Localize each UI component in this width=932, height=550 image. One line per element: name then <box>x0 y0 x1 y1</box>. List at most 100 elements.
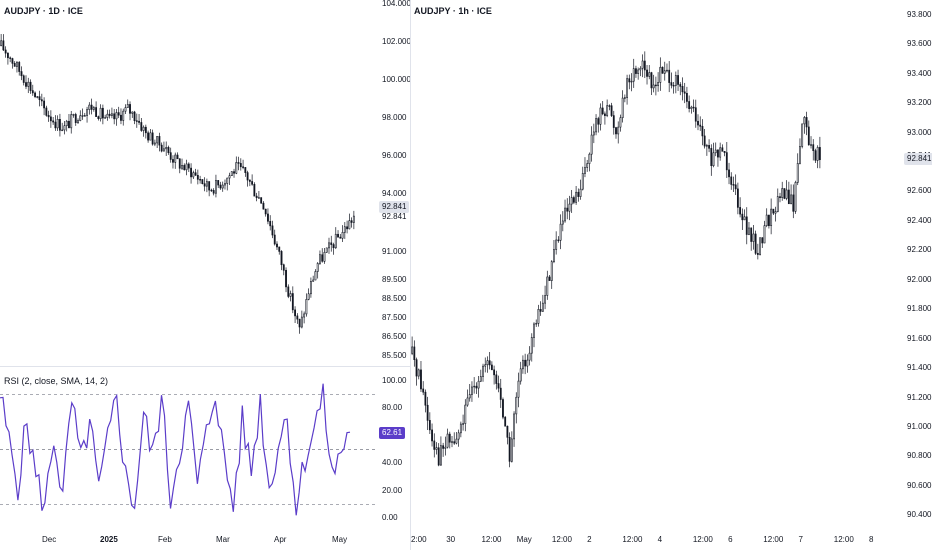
left-candle <box>269 215 272 231</box>
left-chart-title: AUDJPY · 1D · ICE <box>4 6 83 16</box>
left-candle <box>300 310 303 329</box>
left-candle <box>257 191 260 199</box>
right-candle <box>544 285 546 310</box>
right-candle <box>763 220 766 244</box>
left-candle <box>303 311 306 324</box>
right-candle <box>428 412 431 434</box>
left-candle <box>230 171 233 177</box>
left-candle <box>27 77 30 94</box>
left-candle <box>178 158 181 174</box>
left-candle <box>18 61 21 76</box>
chart-split-divider[interactable] <box>410 0 411 550</box>
left-candle <box>101 104 104 125</box>
right-candle <box>610 102 613 117</box>
left-current-price-tag: 92.841 <box>379 201 410 213</box>
left-candle <box>316 262 319 279</box>
left-candle <box>68 114 70 129</box>
right-candle <box>683 82 686 104</box>
left-candle <box>199 175 202 184</box>
right-candle <box>785 180 788 201</box>
right-candle <box>537 304 540 327</box>
right-price-tick: 91.200 <box>907 392 932 402</box>
right-candle <box>801 123 804 149</box>
right-price-pane[interactable]: AUDJPY · 1h · ICE <box>411 0 903 530</box>
left-price-pane[interactable]: AUDJPY · 1D · ICE <box>0 0 378 366</box>
left-candle <box>215 174 217 198</box>
left-time-tick: 2025 <box>100 535 118 544</box>
pane-divider <box>0 366 410 367</box>
left-candle <box>226 177 229 191</box>
right-candle <box>672 82 675 94</box>
left-candle <box>172 155 174 169</box>
right-candle <box>814 148 817 163</box>
right-candle <box>730 172 733 190</box>
left-candle <box>106 109 109 121</box>
right-candle <box>471 381 473 402</box>
left-candle <box>144 124 147 139</box>
right-candle <box>437 443 440 467</box>
left-candle <box>239 158 242 171</box>
left-candle <box>194 168 197 176</box>
right-candle <box>657 72 660 92</box>
right-candle <box>599 103 602 131</box>
right-candle <box>555 231 558 255</box>
left-candle <box>282 263 285 276</box>
left-candle <box>142 125 145 137</box>
right-candle <box>462 414 464 431</box>
rsi-pane[interactable]: RSI (2, close, SMA, 14, 2) <box>0 368 378 528</box>
left-candle <box>242 159 244 170</box>
right-price-tick: 93.600 <box>907 39 932 49</box>
right-candle <box>750 227 753 251</box>
right-price-tick: 91.800 <box>907 304 932 314</box>
left-price-axis[interactable]: 104.000 102.000 100.000 98.000 96.000 94.000 9… <box>378 0 411 366</box>
left-candle <box>83 112 86 117</box>
right-candle <box>728 162 730 185</box>
right-time-axis[interactable]: 2:00 30 12:00 May 12:00 2 12:00 4 12:00 6 12:00 7 12… <box>411 530 903 550</box>
right-candle <box>745 207 748 245</box>
left-candle <box>158 132 161 152</box>
right-candle <box>575 186 578 205</box>
right-candle <box>703 129 706 149</box>
right-candle <box>768 214 770 229</box>
right-candle <box>435 442 438 455</box>
right-candle <box>736 182 739 215</box>
left-candle <box>228 172 231 186</box>
left-candle <box>29 79 32 94</box>
left-time-axis[interactable]: Dec 2025 Feb Mar Apr May <box>0 530 378 550</box>
right-candle <box>459 421 462 438</box>
right-candle <box>697 114 699 131</box>
left-candle <box>183 163 186 171</box>
right-candle <box>710 144 713 176</box>
left-candle <box>321 248 324 263</box>
right-candle <box>513 411 515 447</box>
left-candle <box>212 188 215 196</box>
right-candle <box>799 138 801 165</box>
right-candle <box>608 104 611 111</box>
right-candle <box>559 214 562 250</box>
right-candle <box>564 199 566 223</box>
right-candle <box>739 197 742 218</box>
left-time-tick: Dec <box>42 535 57 544</box>
right-candle <box>468 384 471 402</box>
right-candle <box>681 77 684 101</box>
left-candle <box>6 52 9 65</box>
left-candle <box>271 220 274 239</box>
left-candle <box>20 66 23 81</box>
left-candle <box>104 114 107 119</box>
left-candle <box>31 84 34 96</box>
right-candle <box>818 136 821 169</box>
right-candle <box>790 184 792 205</box>
right-price-axis[interactable]: 93.800 93.600 93.400 93.200 93.000 92.841 92.6… <box>903 0 932 530</box>
left-price-tick: 98.000 <box>382 113 407 123</box>
left-candle <box>4 46 7 58</box>
left-candle <box>169 147 172 163</box>
right-price-tick: 92.400 <box>907 215 932 225</box>
right-candle <box>504 415 507 427</box>
right-candle <box>484 357 487 373</box>
right-candle <box>732 176 735 192</box>
right-time-tick: 30 <box>446 535 456 544</box>
left-candles <box>0 34 355 334</box>
right-candle <box>424 389 427 413</box>
left-candle <box>163 141 165 152</box>
